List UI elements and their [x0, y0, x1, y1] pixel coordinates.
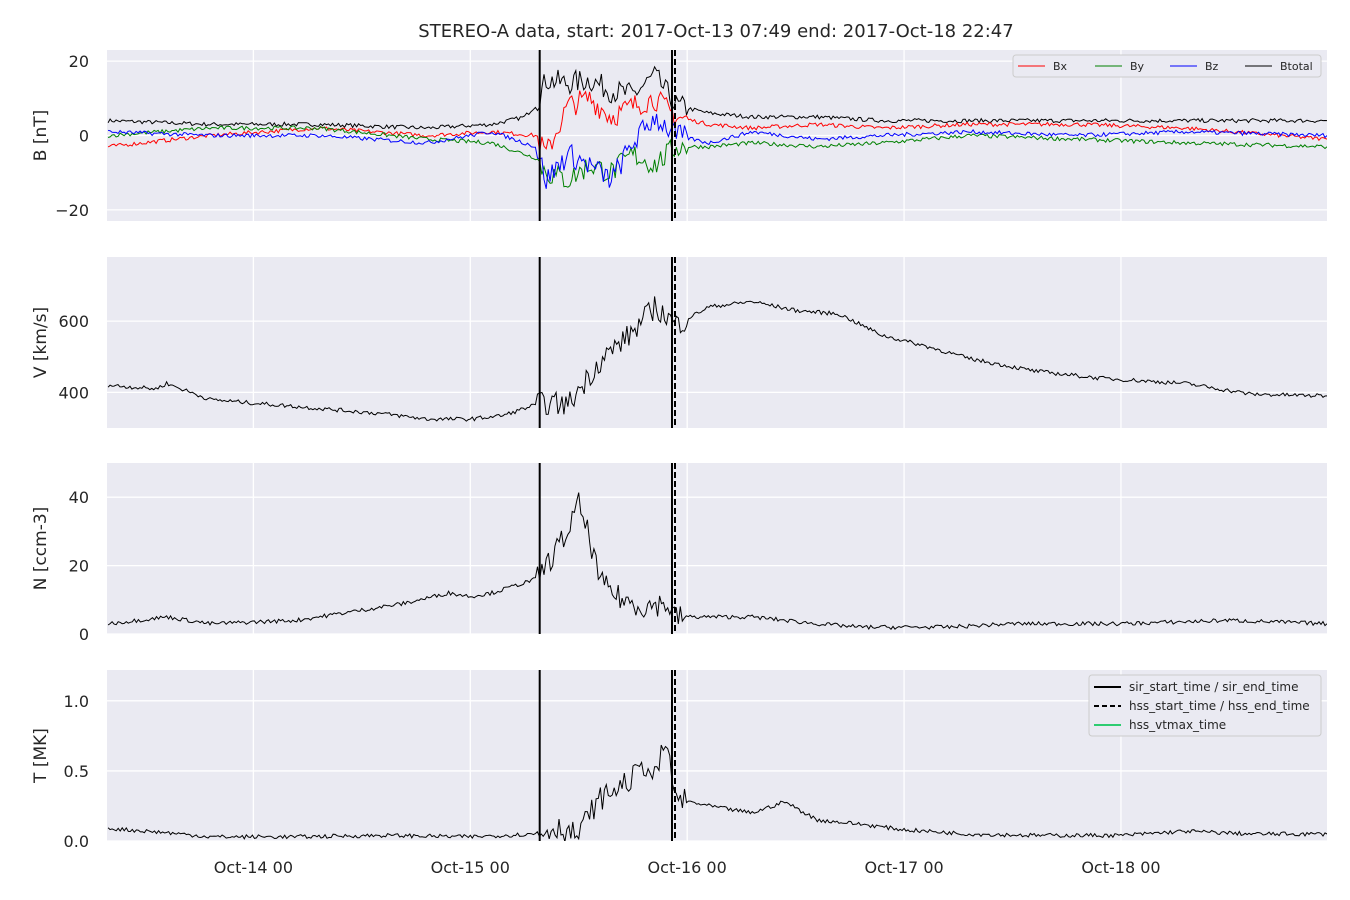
legend-entry: Bz — [1205, 60, 1219, 73]
panel-3: 40 20 0 N [ccm-3] — [31, 463, 1327, 644]
series-line-bz — [108, 113, 1327, 189]
y-tick-label: 0.0 — [64, 832, 89, 851]
legend-entry: Btotal — [1280, 60, 1313, 73]
y-tick-label: 40 — [69, 488, 89, 507]
x-tick-label: Oct-15 00 — [431, 858, 510, 877]
y-tick-label: 20 — [69, 557, 89, 576]
x-tick-label: Oct-16 00 — [648, 858, 727, 877]
legend-markers: sir_start_time / sir_end_time hss_start_t… — [1088, 674, 1322, 737]
x-tick-label: Oct-14 00 — [214, 858, 293, 877]
y-tick-label: 0 — [79, 625, 89, 644]
y-axis-label: V [km/s] — [31, 307, 51, 378]
series-line-btotal — [107, 65, 1327, 130]
panel-2: 600 400 V [km/s] — [31, 257, 1327, 428]
panel-1: 20 0 −20 B [nT] — [31, 50, 1327, 221]
y-tick-label: −20 — [55, 201, 89, 220]
y-axis-label: B [nT] — [31, 110, 51, 162]
x-tick-label: Oct-17 00 — [864, 858, 943, 877]
y-tick-label: 1.0 — [64, 692, 89, 711]
series-line — [107, 492, 1327, 630]
y-tick-label: 400 — [58, 383, 89, 402]
y-axis-label: T [MK] — [31, 728, 51, 784]
plot-area — [107, 257, 1327, 428]
legend-b: Bx By Bz Btotal — [1012, 54, 1322, 78]
y-tick-label: 0.5 — [64, 762, 89, 781]
legend-frame — [1012, 54, 1322, 78]
legend-entry: hss_vtmax_time — [1129, 718, 1226, 732]
chart-title: STEREO-A data, start: 2017-Oct-13 07:49 … — [418, 21, 1013, 42]
series-line — [107, 296, 1327, 422]
y-tick-label: 600 — [58, 312, 89, 331]
legend-entry: By — [1130, 60, 1145, 73]
x-tick-label: Oct-18 00 — [1081, 858, 1160, 877]
series-line-by — [107, 125, 1327, 188]
legend-entry: sir_start_time / sir_end_time — [1129, 680, 1299, 694]
panels: 20 0 −20 B [nT] 600 400 V [km/s] 40 20 0 N [ccm-3]… — [31, 50, 1327, 877]
legend-entry: Bx — [1053, 60, 1068, 73]
y-tick-label: 0 — [79, 127, 89, 146]
series-line — [107, 744, 1327, 841]
y-axis-label: N [ccm-3] — [31, 507, 51, 591]
y-tick-label: 20 — [69, 52, 89, 71]
legend-entry: hss_start_time / hss_end_time — [1129, 699, 1310, 713]
legend-frame — [1088, 674, 1322, 737]
plot-area — [107, 463, 1327, 634]
